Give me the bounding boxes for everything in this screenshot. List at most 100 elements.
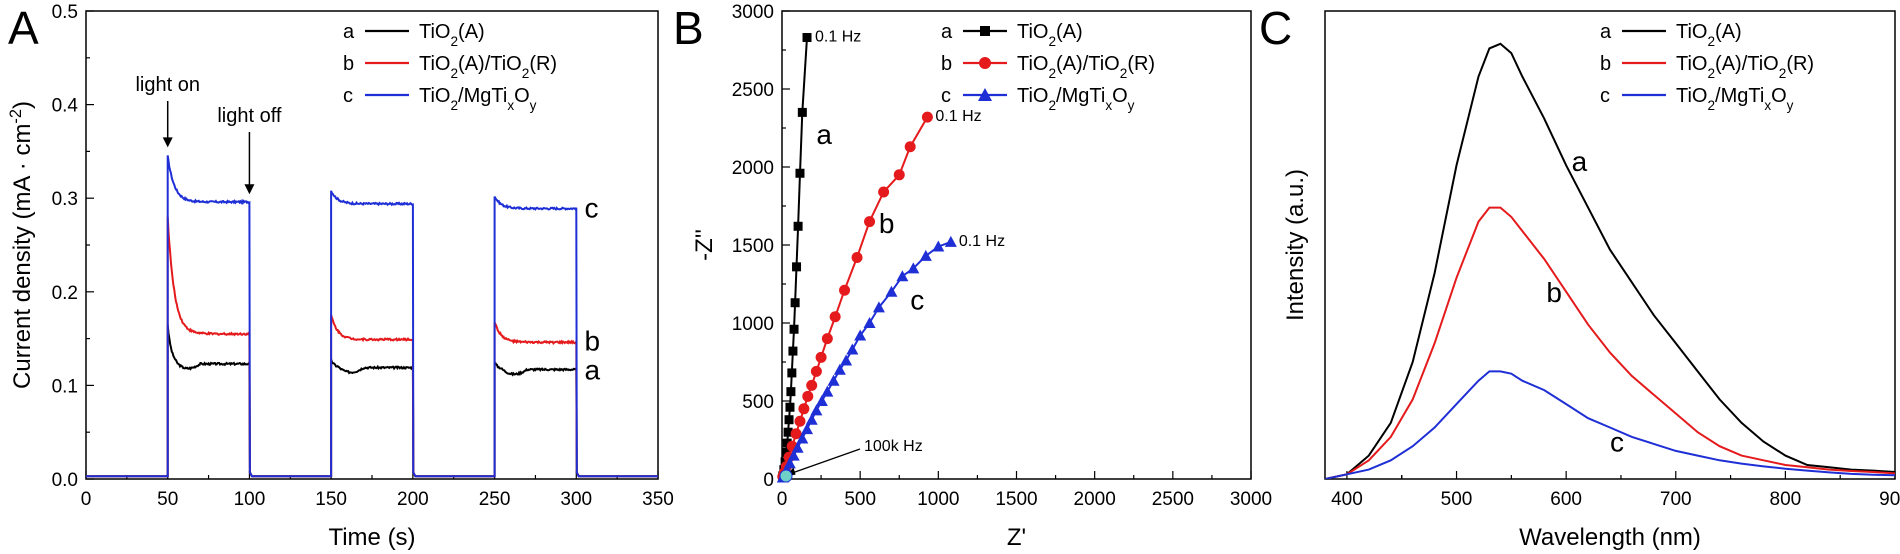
- curve-label-c: c: [910, 285, 924, 316]
- plot-frame: [1324, 10, 1896, 480]
- marker-square-a: [790, 298, 800, 308]
- arrow-head: [244, 184, 255, 195]
- marker-square-a: [789, 324, 799, 334]
- marker-circle-b: [790, 428, 802, 440]
- marker-triangle-c: [805, 413, 818, 425]
- frequency-label: 0.1 Hz: [935, 108, 981, 125]
- y-axis-label: -Z'': [691, 229, 718, 261]
- x-tick-label: 600: [1550, 489, 1582, 510]
- marker-circle-b: [851, 251, 863, 263]
- origin-point-cluster: [779, 469, 793, 483]
- marker-triangle-c: [944, 235, 957, 247]
- marker-triangle-c: [919, 249, 932, 261]
- x-tick-label: 250: [479, 489, 511, 510]
- series-line-c: [1325, 370, 1895, 479]
- marker-square-a: [783, 427, 793, 437]
- marker-triangle-c: [907, 262, 920, 274]
- series-line-a: [86, 324, 658, 478]
- marker-square-a: [792, 262, 802, 272]
- legend-label-b: TiO2(A)/TiO2(R): [1676, 53, 1814, 81]
- y-tick-label: 0.4: [52, 96, 79, 117]
- x-tick-label: 500: [1441, 489, 1473, 510]
- marker-triangle-c: [833, 363, 846, 375]
- x-axis-label: Z': [1007, 524, 1026, 551]
- x-tick-label: 1000: [917, 489, 959, 510]
- y-tick-label: 0: [763, 470, 774, 491]
- series-line-c: [86, 155, 658, 478]
- marker-circle-b: [815, 351, 827, 363]
- marker-triangle-c: [783, 457, 796, 469]
- legend-marker-triangle: [978, 88, 992, 101]
- annotation-label: light on: [135, 74, 200, 96]
- plot-frame: [781, 10, 1252, 480]
- marker-circle-b: [802, 390, 814, 402]
- marker-triangle-c: [885, 285, 898, 297]
- legend-key: b: [1600, 53, 1611, 75]
- legend-key: a: [1600, 21, 1612, 43]
- x-tick-label: 900: [1879, 489, 1900, 510]
- panel-letter: A: [8, 2, 39, 54]
- marker-triangle-c: [846, 343, 859, 355]
- marker-circle-b: [798, 403, 810, 415]
- series-line-b: [86, 216, 658, 478]
- marker-triangle-c: [854, 329, 867, 341]
- marker-circle-b: [839, 284, 851, 296]
- legend-marker-circle: [979, 57, 991, 69]
- arrow-head: [162, 137, 173, 148]
- marker-triangle-c: [840, 354, 853, 366]
- x-axis-label: Time (s): [328, 524, 415, 551]
- y-tick-label: 500: [742, 392, 774, 413]
- arrow-shaft: [787, 448, 861, 476]
- legend-label-c: TiO2/MgTixOy: [1676, 85, 1794, 113]
- x-tick-label: 200: [397, 489, 429, 510]
- marker-circle-b: [893, 169, 905, 181]
- x-tick-label: 1500: [995, 489, 1037, 510]
- series-line-b: [1325, 206, 1895, 479]
- legend-label-a: TiO2(A): [419, 21, 485, 49]
- x-tick-label: 500: [844, 489, 876, 510]
- marker-triangle-c: [796, 432, 809, 444]
- frequency-label: 100k Hz: [864, 438, 923, 455]
- legend-key: c: [1600, 85, 1610, 107]
- marker-triangle-c: [810, 404, 823, 416]
- marker-circle-b: [794, 415, 806, 427]
- y-axis-label: Intensity (a.u.): [1282, 169, 1309, 321]
- x-tick-label: 700: [1660, 489, 1692, 510]
- marker-circle-b: [878, 186, 890, 198]
- x-tick-label: 2000: [1074, 489, 1116, 510]
- x-tick-label: 50: [157, 489, 178, 510]
- legend-key: a: [941, 21, 953, 43]
- legend-marker-square: [980, 26, 990, 36]
- y-tick-label: 0.0: [52, 470, 78, 491]
- x-tick-label: 2500: [1152, 489, 1194, 510]
- marker-triangle-c: [896, 270, 909, 282]
- curve-label-b: b: [1546, 277, 1562, 308]
- y-tick-label: 1000: [732, 314, 774, 335]
- marker-triangle-c: [932, 240, 945, 252]
- marker-circle-b: [821, 333, 833, 345]
- marker-circle-b: [904, 141, 916, 153]
- x-tick-label: 100: [234, 489, 266, 510]
- legend-key: b: [343, 53, 354, 75]
- marker-square-a: [795, 168, 805, 178]
- x-tick-label: 0: [777, 489, 788, 510]
- x-tick-label: 400: [1331, 489, 1363, 510]
- curve-label-c: c: [584, 193, 598, 224]
- curve-label-b: b: [879, 208, 895, 239]
- y-tick-label: 1500: [732, 236, 774, 257]
- marker-circle-b: [921, 111, 933, 123]
- marker-square-a: [797, 107, 807, 117]
- annotation-label: light off: [217, 105, 282, 127]
- y-tick-label: 0.2: [52, 283, 78, 304]
- marker-circle-b: [864, 216, 876, 228]
- legend-label-a: TiO2(A): [1017, 21, 1083, 49]
- legend-key: a: [343, 21, 355, 43]
- marker-triangle-c: [872, 301, 885, 313]
- legend-label-c: TiO2/MgTixOy: [1017, 85, 1135, 113]
- frequency-label: 0.1 Hz: [815, 29, 861, 46]
- legend-key: c: [941, 85, 951, 107]
- x-tick-label: 800: [1770, 489, 1802, 510]
- marker-triangle-c: [821, 385, 834, 397]
- y-tick-label: 0.1: [52, 376, 78, 397]
